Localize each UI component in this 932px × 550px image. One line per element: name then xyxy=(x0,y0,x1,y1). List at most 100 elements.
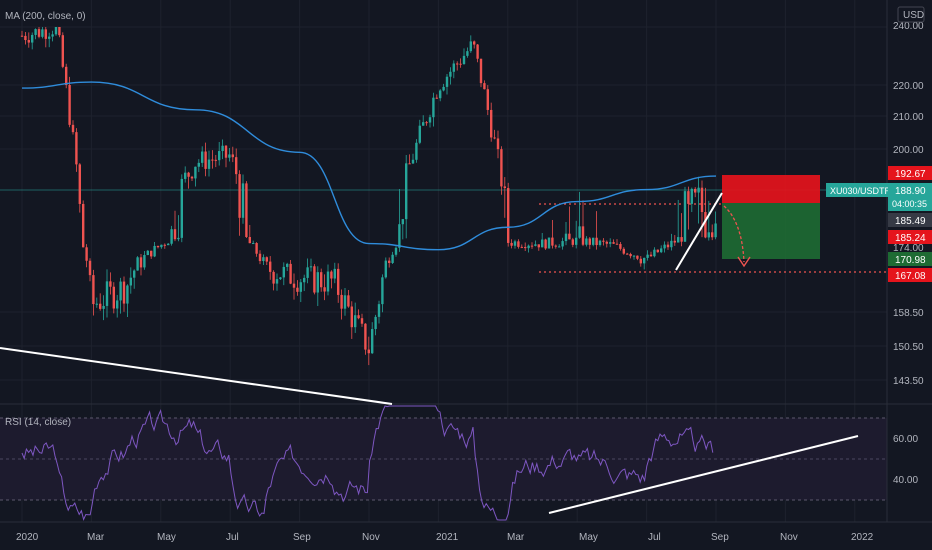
candle-body xyxy=(71,124,75,133)
candle-body xyxy=(415,142,418,160)
candle-body xyxy=(398,224,401,248)
candle-body xyxy=(575,237,578,245)
price-tag-last[interactable]: 188.90 04:00:35 xyxy=(888,183,932,211)
candle-body xyxy=(255,243,258,254)
candle-body xyxy=(184,172,187,179)
price-tag-text: 185.24 xyxy=(895,233,926,244)
candle-body xyxy=(309,266,313,268)
candle-body xyxy=(265,257,268,262)
candle-body xyxy=(282,266,285,278)
candle-body xyxy=(289,263,292,284)
price-tick: 210.00 xyxy=(893,112,924,123)
candle-body xyxy=(34,29,37,35)
candle-body xyxy=(95,303,98,305)
candle-body xyxy=(112,286,115,309)
candle-body xyxy=(564,233,568,242)
candle-body xyxy=(228,154,231,158)
price-tag-level[interactable]: 185.49 xyxy=(888,213,932,227)
ma-indicator-label[interactable]: MA (200, close, 0) xyxy=(5,11,86,22)
candle-body xyxy=(476,44,479,59)
price-tag-entry[interactable]: 185.24 xyxy=(888,230,932,244)
candle-body xyxy=(371,329,374,354)
candle-body xyxy=(677,237,680,243)
candle-body xyxy=(704,212,707,238)
candle-body xyxy=(323,287,326,292)
rsi-trendline-ascending[interactable] xyxy=(548,435,859,514)
candle-body xyxy=(303,277,306,283)
candle-body xyxy=(68,84,71,125)
candle-body xyxy=(85,247,88,261)
time-label: 2021 xyxy=(436,532,459,543)
candle-body xyxy=(581,226,585,245)
candle-body xyxy=(388,260,391,263)
time-label: Jul xyxy=(648,532,661,543)
symbol-tag[interactable]: XU030/USDTRY xyxy=(826,183,897,197)
candle-body xyxy=(173,229,177,240)
candle-body xyxy=(139,257,143,268)
candle-body xyxy=(534,244,537,246)
candle-body xyxy=(313,266,316,293)
candle-body xyxy=(544,239,547,249)
price-tag-target[interactable]: 170.98 xyxy=(888,252,932,266)
candle-body xyxy=(680,237,683,242)
time-label: Mar xyxy=(87,532,105,543)
candle-body xyxy=(425,122,428,124)
candle-body xyxy=(537,244,540,248)
candle-body xyxy=(194,166,197,179)
candle-body xyxy=(646,254,649,258)
price-tag-text: 167.08 xyxy=(895,271,926,282)
candle-body xyxy=(146,250,149,256)
candle-body xyxy=(513,241,517,246)
candle-body xyxy=(479,58,483,84)
candle-body xyxy=(350,306,353,328)
time-label: Nov xyxy=(362,532,380,543)
candle-body xyxy=(408,163,411,165)
time-axis[interactable]: 2020 Mar May Jul Sep Nov 2021 Mar May Ju… xyxy=(16,532,874,543)
candle-body xyxy=(649,254,653,257)
countdown-text: 04:00:35 xyxy=(892,199,927,209)
candle-body xyxy=(99,303,102,309)
candle-body xyxy=(554,245,557,247)
candle-body xyxy=(367,349,370,354)
price-trendline-descending[interactable] xyxy=(0,347,393,405)
take-profit-zone[interactable] xyxy=(722,203,820,259)
candle-body xyxy=(663,244,666,249)
time-label: Mar xyxy=(507,532,525,543)
candle-body xyxy=(269,261,272,272)
candle-body xyxy=(122,281,126,304)
price-trendline-ascending[interactable] xyxy=(675,192,723,271)
currency-box[interactable] xyxy=(897,6,925,23)
candle-body xyxy=(129,277,132,286)
candle-body xyxy=(275,279,279,284)
candle-body xyxy=(377,304,381,317)
price-tag-text: 188.90 xyxy=(895,186,926,197)
price-tag-text: 192.67 xyxy=(895,169,926,180)
rsi-indicator-label[interactable]: RSI (14, close) xyxy=(5,417,71,428)
candle-body xyxy=(449,71,452,77)
candle-body xyxy=(401,219,404,225)
price-tag-support[interactable]: 167.08 xyxy=(888,268,932,282)
candle-body xyxy=(44,29,47,39)
candle-body xyxy=(316,272,319,293)
candle-body xyxy=(561,241,564,247)
candle-body xyxy=(636,255,639,259)
candle-body xyxy=(578,226,581,238)
price-tag-stop[interactable]: 192.67 xyxy=(888,166,932,180)
projection-arrow xyxy=(723,205,745,263)
candle-body xyxy=(466,51,469,56)
candle-body xyxy=(694,188,697,193)
candle-body xyxy=(65,66,68,85)
candle-body xyxy=(547,237,551,249)
candle-body xyxy=(218,151,221,161)
stop-loss-zone[interactable] xyxy=(722,175,820,203)
candle-body xyxy=(411,159,415,164)
price-axis[interactable]: 240.00 USD 220.00 210.00 200.00 158.50 1… xyxy=(893,6,925,387)
candle-body xyxy=(187,172,190,177)
rsi-line xyxy=(21,405,714,522)
candle-body xyxy=(660,248,663,253)
candle-body xyxy=(445,76,449,87)
candle-body xyxy=(136,257,139,271)
candle-body xyxy=(78,164,81,204)
candle-body xyxy=(629,253,632,257)
